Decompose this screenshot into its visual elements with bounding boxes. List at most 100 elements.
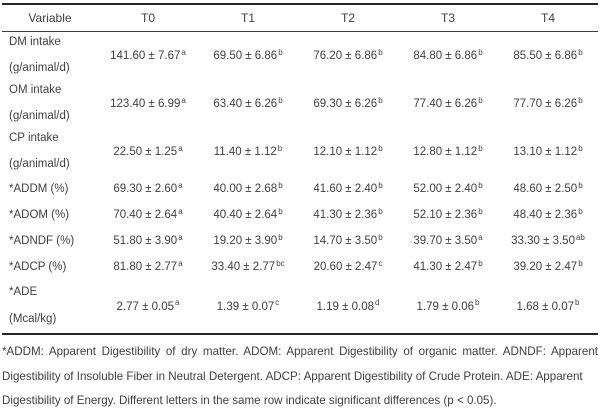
table-cell: 40.40 ± 2.64 b bbox=[198, 206, 298, 222]
table-footnote: *ADDM: Apparent Digestibility of dry mat… bbox=[2, 340, 598, 414]
footnote-line: *ADDM: Apparent Digestibility of dry mat… bbox=[2, 345, 598, 358]
table-cell: 76.20 ± 6.86 b bbox=[298, 32, 398, 80]
table-cell: 39.20 ± 2.47 b bbox=[498, 258, 598, 274]
table-cell: 12.10 ± 1.12 b bbox=[298, 128, 398, 176]
cell-value: 1.19 ± 0.08 bbox=[316, 300, 374, 313]
cell-value: 14.70 ± 3.50 bbox=[313, 235, 378, 247]
table-cell: 40.00 ± 2.68 b bbox=[198, 181, 298, 196]
cell-superscript: b bbox=[578, 143, 583, 153]
table-cell: 1.68 ± 0.07 b bbox=[498, 280, 598, 333]
cell-value: 51.80 ± 3.90 bbox=[113, 235, 178, 247]
row-label-adom: *ADOM (%) bbox=[9, 209, 70, 221]
column-header-t1: T1 bbox=[240, 11, 255, 25]
cell-value: 123.40 ± 6.99 bbox=[110, 98, 181, 110]
row-label-line1: OM intake bbox=[9, 84, 62, 96]
row-label-adcp: *ADCP (%) bbox=[9, 261, 67, 273]
row-label-line1: *ADE bbox=[9, 286, 38, 298]
cell-superscript: b bbox=[278, 95, 283, 105]
table-cell: 1.19 ± 0.08 d bbox=[298, 280, 398, 333]
cell-value: 39.70 ± 3.50 bbox=[413, 235, 478, 247]
cell-value: 41.30 ± 2.36 bbox=[313, 209, 378, 221]
table-cell: 33.40 ± 2.77 bc bbox=[198, 259, 298, 274]
cell-superscript: b bbox=[475, 298, 480, 307]
cell-superscript: b bbox=[578, 206, 583, 216]
cell-value: 13.10 ± 1.12 bbox=[513, 146, 578, 158]
table-cell: 33.30 ± 3.50 ab bbox=[498, 232, 598, 248]
cell-superscript: a bbox=[178, 258, 183, 268]
cell-value: 41.30 ± 2.47 bbox=[413, 261, 478, 273]
table-cell: 123.40 ± 6.99 a bbox=[98, 80, 198, 128]
cell-value: 85.50 ± 6.86 bbox=[513, 50, 578, 62]
cell-value: 69.30 ± 2.60 bbox=[113, 183, 178, 195]
cell-value: 40.00 ± 2.68 bbox=[213, 183, 278, 195]
cell-value: 22.50 ± 1.25 bbox=[113, 146, 178, 158]
cell-value: 19.20 ± 3.90 bbox=[213, 235, 278, 247]
row-label-line1: DM intake bbox=[9, 36, 61, 48]
table-cell: 69.30 ± 6.26 b bbox=[298, 80, 398, 128]
table-cell: 81.80 ± 2.77 a bbox=[98, 258, 198, 274]
cell-superscript: b bbox=[278, 47, 283, 57]
cell-value: 33.40 ± 2.77 bbox=[211, 261, 276, 273]
cell-value: 39.20 ± 2.47 bbox=[513, 261, 578, 273]
cell-superscript: a bbox=[178, 180, 183, 190]
digestibility-table: Variable T0 T1 T2 T3 T4 DM intake (g/ani… bbox=[2, 3, 598, 335]
cell-superscript: b bbox=[278, 206, 283, 216]
cell-value: 41.60 ± 2.40 bbox=[313, 183, 378, 195]
cell-value: 11.40 ± 1.12 bbox=[213, 146, 277, 158]
footnote-line: Digestibility of Energy. Different lette… bbox=[2, 394, 497, 408]
table-row: *ADE (Mcal/kg) 2.77 ± 0.05 a 1.39 ± 0.07 c… bbox=[2, 280, 598, 333]
row-label-addm: *ADDM (%) bbox=[9, 183, 69, 195]
cell-superscript: ab bbox=[575, 232, 585, 242]
cell-value: 48.60 ± 2.50 bbox=[513, 183, 578, 195]
cell-value: 52.10 ± 2.36 bbox=[413, 209, 478, 221]
table-cell: 69.50 ± 6.86 b bbox=[198, 32, 298, 80]
row-label-adndf: *ADNDF (%) bbox=[9, 235, 75, 247]
row-label-ade: *ADE (Mcal/kg) bbox=[2, 280, 98, 333]
row-label-dm-intake: DM intake (g/animal/d) bbox=[2, 32, 98, 80]
cell-superscript: b bbox=[478, 206, 483, 216]
table-cell: 11.40 ± 1.12 b bbox=[198, 128, 298, 176]
row-label-line1: CP intake bbox=[9, 132, 59, 144]
cell-superscript: b bbox=[378, 180, 383, 190]
row-label-line2: (Mcal/kg) bbox=[9, 313, 57, 325]
cell-superscript: b bbox=[575, 298, 580, 307]
table-cell: 48.60 ± 2.50 b bbox=[498, 180, 598, 196]
table-cell: 52.00 ± 2.40 b bbox=[398, 180, 498, 196]
table-cell: 51.80 ± 3.90 a bbox=[98, 233, 198, 248]
cell-superscript: a bbox=[178, 143, 183, 153]
cell-superscript: b bbox=[478, 180, 483, 190]
cell-superscript: b bbox=[378, 206, 383, 216]
table-cell: 41.60 ± 2.40 b bbox=[298, 180, 398, 196]
row-label-line2: (g/animal/d) bbox=[9, 158, 70, 170]
table-row: OM intake (g/animal/d) 123.40 ± 6.99 a 63… bbox=[2, 80, 598, 128]
table-cell: 69.30 ± 2.60 a bbox=[98, 180, 198, 196]
footnote-line: Digestibility of Insoluble Fiber in Neut… bbox=[2, 369, 583, 383]
cell-superscript: d bbox=[375, 298, 380, 307]
cell-value: 81.80 ± 2.77 bbox=[113, 261, 178, 273]
cell-superscript: b bbox=[578, 95, 583, 105]
column-header-variable: Variable bbox=[28, 11, 72, 25]
cell-value: 12.80 ± 1.12 bbox=[413, 146, 478, 158]
table-cell: 77.40 ± 6.26 b bbox=[398, 80, 498, 128]
cell-value: 77.40 ± 6.26 bbox=[413, 98, 478, 110]
cell-superscript: b bbox=[478, 258, 483, 268]
row-label-om-intake: OM intake (g/animal/d) bbox=[2, 80, 98, 128]
table-cell: 52.10 ± 2.36 b bbox=[398, 206, 498, 222]
table-header-row: Variable T0 T1 T2 T3 T4 bbox=[2, 5, 598, 32]
cell-value: 20.60 ± 2.47 bbox=[313, 261, 378, 273]
cell-value: 2.77 ± 0.05 bbox=[116, 300, 174, 313]
table-cell: 141.60 ± 7.67 a bbox=[98, 32, 198, 80]
cell-superscript: b bbox=[378, 143, 383, 153]
cell-superscript: b bbox=[578, 180, 583, 190]
cell-superscript: b bbox=[578, 258, 583, 268]
table-cell: 14.70 ± 3.50 b bbox=[298, 233, 398, 248]
cell-value: 1.79 ± 0.06 bbox=[416, 300, 474, 313]
cell-superscript: a bbox=[478, 232, 483, 242]
cell-superscript: b bbox=[478, 95, 483, 105]
table-cell: 39.70 ± 3.50 a bbox=[398, 232, 498, 248]
table-cell: 20.60 ± 2.47 c bbox=[298, 259, 398, 274]
cell-superscript: b bbox=[277, 143, 283, 153]
table-row: *ADDM (%) 69.30 ± 2.60 a 40.00 ± 2.68 b 41… bbox=[2, 176, 598, 202]
cell-value: 84.80 ± 6.86 bbox=[413, 50, 478, 62]
table-cell: 48.40 ± 2.36 b bbox=[498, 206, 598, 222]
